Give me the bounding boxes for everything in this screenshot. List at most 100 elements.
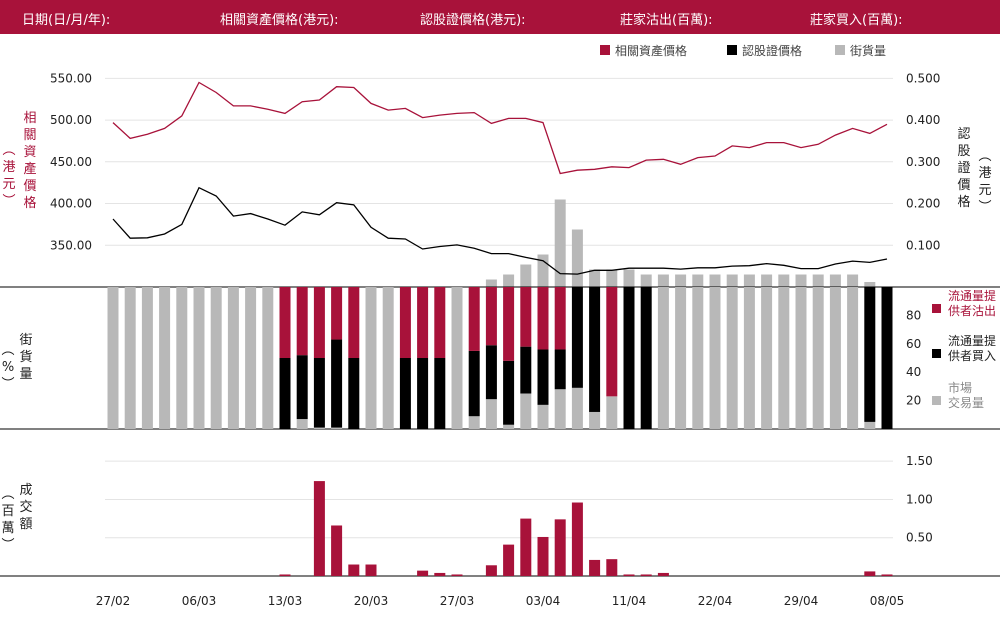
mm-sell-bar <box>331 287 343 340</box>
mm-buy-label: 莊家買入(百萬): <box>810 13 903 28</box>
market-volume-bar <box>864 421 876 429</box>
x-tick-label: 06/03 <box>182 594 217 608</box>
mm-buy-bar <box>485 345 497 400</box>
mm-sell-bar <box>417 287 429 358</box>
market-volume-bar <box>176 287 188 429</box>
outstanding-bar <box>743 274 755 287</box>
market-volume-bar <box>829 287 841 429</box>
market-volume-bar <box>795 287 807 429</box>
turnover-bar <box>365 564 377 576</box>
right-tick-label: 0.400 <box>906 113 940 127</box>
x-tick-label: 20/03 <box>354 594 389 608</box>
mm-buy-bar <box>623 287 635 429</box>
mm-buy-bar <box>503 360 515 425</box>
outstanding-bar <box>589 269 601 287</box>
market-volume-bar <box>812 287 824 429</box>
turnover-bar <box>279 574 291 576</box>
market-volume-bar <box>262 287 274 429</box>
header-bar: 日期(日/月/年): 相關資產價格(港元): 認股證價格(港元): 莊家沽出(百… <box>0 0 1000 34</box>
market-volume-bar <box>709 287 721 429</box>
right-axis-label: 認股證價格 <box>957 127 971 210</box>
legend-label: 流通量提供者沽出 <box>948 288 996 318</box>
mm-buy-bar <box>434 358 446 429</box>
turnover-bar <box>606 559 618 576</box>
mm-buy-bar <box>640 287 652 429</box>
legend-label: 市場交易量 <box>948 380 984 410</box>
mm-sell-bar <box>606 287 618 397</box>
outstanding-bar <box>812 274 824 287</box>
outstanding-bar <box>795 274 807 287</box>
outstanding-bar <box>606 269 618 287</box>
x-tick-label: 08/05 <box>870 594 905 608</box>
market-volume-bar <box>675 287 687 429</box>
mm-sell-bar <box>537 287 549 350</box>
left-tick-label: 350.00 <box>50 238 92 252</box>
turnover-bar <box>571 502 583 576</box>
turnover-axis-unit: ︵ 百萬 ︶ <box>1 487 15 553</box>
mm-buy-bar <box>399 358 411 429</box>
market-volume-bar <box>692 287 704 429</box>
turnover-axis-label: 成交額 <box>19 483 33 532</box>
left-tick-label: 400.00 <box>50 197 92 211</box>
turnover-tick-label: 0.50 <box>906 531 933 545</box>
warrant-price-line <box>112 186 888 275</box>
right-tick-label: 0.500 <box>906 71 940 85</box>
outstanding-bar <box>675 274 687 287</box>
mm-sell-bar <box>399 287 411 358</box>
legend-swatch <box>727 45 737 55</box>
outstanding-bar <box>761 274 773 287</box>
x-tick-label: 13/03 <box>268 594 303 608</box>
legend-label: 街貨量 <box>850 43 886 58</box>
mm-sell-bar <box>520 287 532 347</box>
turnover-bar <box>520 518 532 576</box>
outstanding-bar <box>640 274 652 287</box>
market-volume-bar <box>503 424 515 429</box>
legend-label: 流通量提供者買入 <box>948 333 996 363</box>
legend-label: 認股證價格 <box>742 43 802 58</box>
turnover-bar <box>640 574 652 576</box>
turnover-bar <box>434 572 446 576</box>
mm-buy-bar <box>279 358 291 429</box>
outstanding-bar <box>485 279 497 287</box>
date-label: 日期(日/月/年): <box>22 13 111 28</box>
mm-buy-bar <box>348 358 360 429</box>
right-tick-label: 0.300 <box>906 155 940 169</box>
mm-buy-bar <box>296 355 308 420</box>
outstanding-bar <box>571 229 583 287</box>
turnover-bar <box>331 525 343 576</box>
x-tick-label: 03/04 <box>526 594 561 608</box>
mm-sell-bar <box>348 287 360 358</box>
market-volume-bar <box>245 287 257 429</box>
outstanding-bar <box>692 274 704 287</box>
market-volume-bar <box>210 287 222 429</box>
left-tick-label: 550.00 <box>50 71 92 85</box>
turnover-bar <box>864 571 876 576</box>
turnover-bar <box>657 572 669 576</box>
market-volume-bar <box>107 287 119 429</box>
outstanding-tick-label: 20 <box>906 394 921 408</box>
mm-sell-bar <box>279 287 291 358</box>
right-tick-label: 0.100 <box>906 238 940 252</box>
outstanding-bar <box>503 274 515 287</box>
turnover-bar <box>623 574 635 576</box>
outstanding-bar <box>537 254 549 287</box>
right-tick-label: 0.200 <box>906 197 940 211</box>
turnover-bar <box>554 519 566 576</box>
mm-buy-bar <box>571 287 583 388</box>
x-tick-label: 11/04 <box>612 594 647 608</box>
market-volume-bar <box>331 427 343 429</box>
underlying-price-line <box>112 81 888 175</box>
mm-buy-bar <box>864 287 876 422</box>
market-volume-bar <box>537 404 549 429</box>
turnover-bar <box>503 544 515 576</box>
legend-swatch <box>932 304 941 313</box>
outstanding-bar <box>847 274 859 287</box>
outstanding-bar <box>623 269 635 287</box>
market-volume-bar <box>313 427 325 429</box>
mm-buy-bar <box>417 358 429 429</box>
market-volume-bar <box>606 396 618 429</box>
turnover-bar <box>537 536 549 576</box>
market-volume-bar <box>451 287 463 429</box>
legend-swatch <box>600 45 610 55</box>
market-volume-bar <box>726 287 738 429</box>
